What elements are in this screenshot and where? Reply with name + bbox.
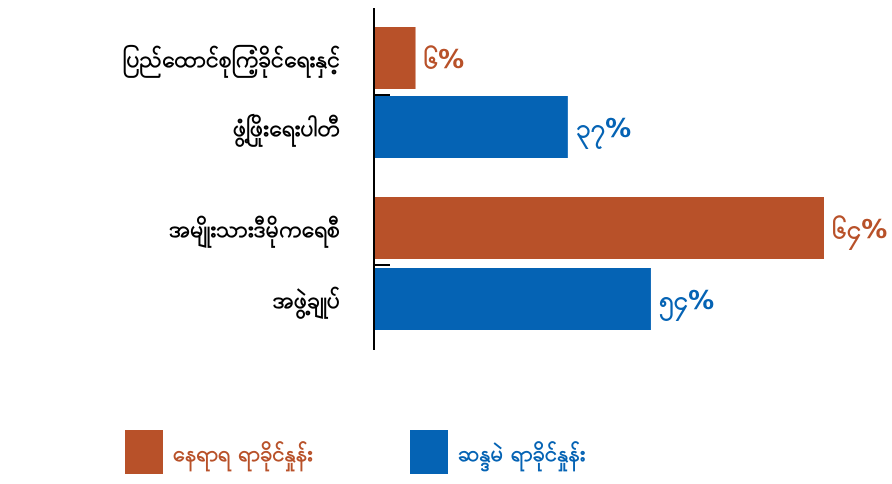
category-label-0-line-1: ဖွံ့ဖြိုးရေးပါတီ: [233, 114, 341, 147]
bar-seats-0: [374, 27, 416, 89]
data-label-seats-1: ၆၄%: [832, 213, 887, 251]
data-label-seats-0: ၆%: [424, 43, 465, 75]
legend-label-votes: ဆန္ဒမဲ ရာခိုင်နှုန်း: [458, 440, 586, 472]
legend-swatch-seats: [125, 430, 163, 474]
category-label-0-line-0: ပြည်ထောင်စုကြံ့ခိုင်ရေးနှင့်: [123, 45, 340, 78]
bar-votes-0: [374, 96, 568, 158]
data-label-votes-0: ၃၇%: [576, 114, 631, 150]
legend-label-seats: နေရာရ ရာခိုင်နှုန်း: [173, 440, 313, 472]
bar-seats-1: [374, 197, 824, 259]
data-label-votes-1: ၅၄%: [659, 286, 714, 322]
legend-swatch-votes: [410, 430, 448, 474]
category-label-1-line-0: အမျိုးသားဒီမိုကရေစီ: [169, 216, 340, 248]
category-label-1-line-1: အဖွဲ့ချုပ်: [273, 287, 340, 319]
bar-votes-1: [374, 268, 651, 330]
